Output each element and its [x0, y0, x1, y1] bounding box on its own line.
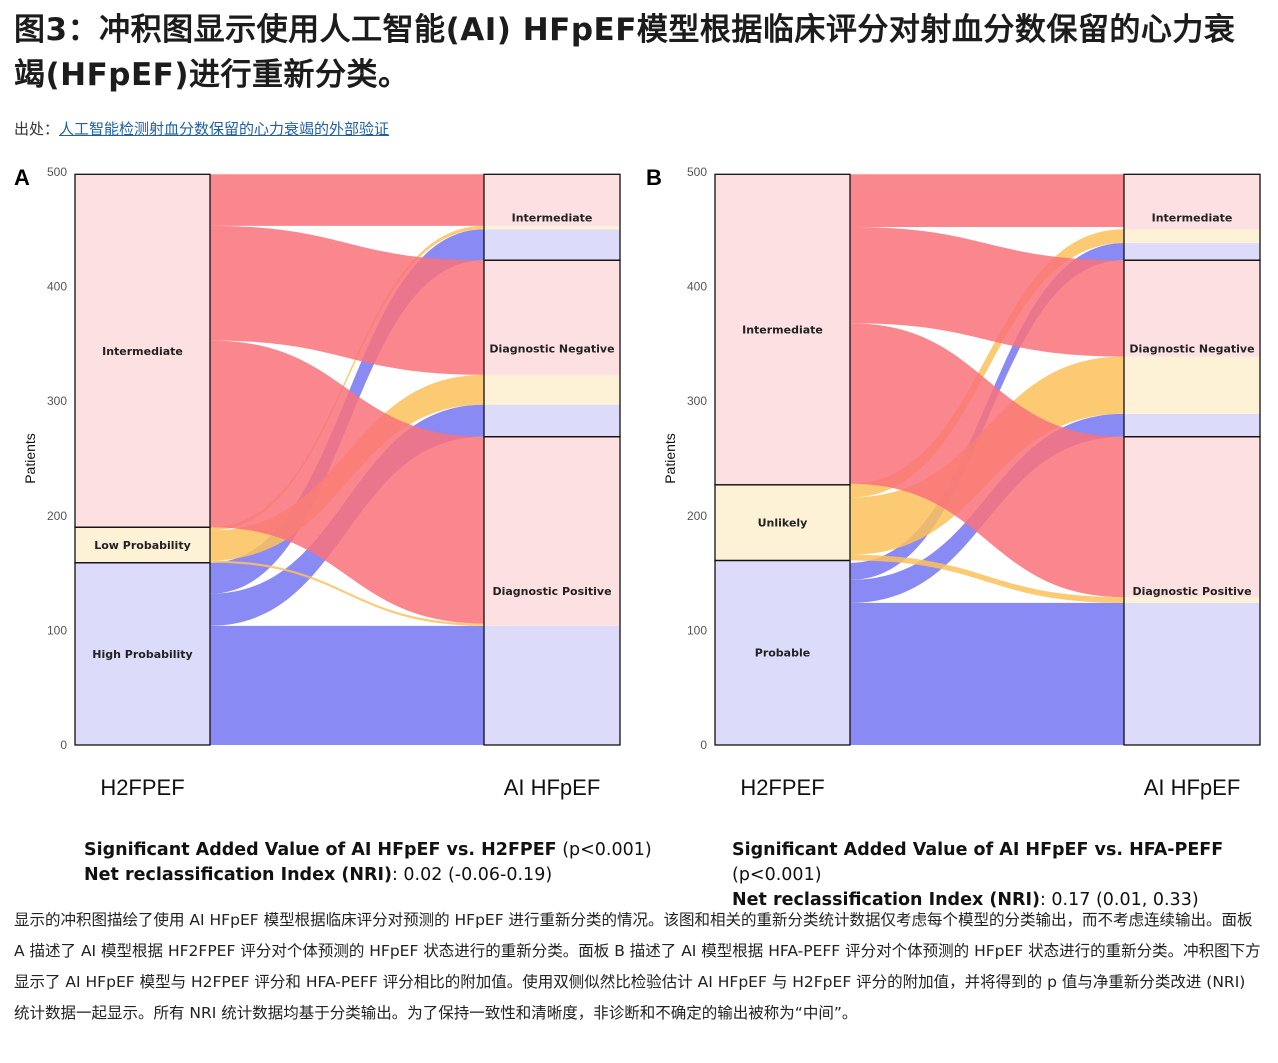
flow-intermediate-to-intermediate	[210, 174, 484, 226]
y-axis-label: Patients	[22, 433, 38, 484]
right-stratum-label: Diagnostic Negative	[489, 342, 614, 355]
right-stratum-label: Intermediate	[512, 211, 593, 224]
panel-b-nri: Net reclassification Index (NRI): 0.17 (…	[732, 890, 1199, 910]
left-stratum-label: Probable	[755, 647, 810, 660]
right-stratum-segment	[1124, 174, 1260, 230]
right-stratum-segment	[484, 436, 620, 626]
left-stratum-label: Low Probability	[94, 539, 191, 552]
right-stratum-segment	[1124, 413, 1260, 437]
right-stratum-segment	[1124, 436, 1260, 598]
flow-high-probability-to-diagnostic-positive	[210, 625, 484, 745]
flow-intermediate-to-diagnostic-negative	[210, 225, 484, 375]
left-stratum-fill-intermediate	[75, 174, 210, 528]
y-tick-label: 500	[687, 165, 707, 179]
figure-title: 图3：冲积图显示使用人工智能(AI) HFpEF模型根据临床评分对射血分数保留的…	[14, 12, 1236, 93]
right-stratum-intermediate	[483, 173, 621, 261]
x-axis-label-right: AI HFpEF	[504, 775, 601, 800]
right-stratum-segment	[1124, 597, 1260, 603]
flow-probable-to-diagnostic-positive	[850, 602, 1124, 745]
figure-caption: 显示的冲积图描绘了使用 AI HFpEF 模型根据临床评分对预测的 HFpEF …	[14, 911, 1261, 1022]
alluvial-chart-b: 0 100 200 300 400 500 Patients Probable Unlikely…	[662, 165, 1261, 800]
y-tick-label: 100	[47, 623, 67, 637]
left-stratum-intermediate	[714, 173, 851, 486]
left-stratum-label: Intermediate	[102, 345, 183, 358]
x-axis-label-left: H2FPEF	[100, 775, 184, 800]
y-tick-label: 400	[687, 280, 707, 294]
right-stratum-segment	[484, 225, 620, 230]
right-stratum-segment	[1124, 356, 1260, 414]
flow-intermediate-to-diagnostic-negative	[850, 227, 1124, 357]
right-stratum-label: Diagnostic Positive	[492, 585, 611, 598]
x-axis-label-right: AI HFpEF	[1144, 775, 1241, 800]
left-stratum-fill-low-probability	[75, 527, 210, 563]
left-stratum-fill-probable	[715, 560, 850, 745]
panel-a-added-value: Significant Added Value of AI HFpEF vs. …	[84, 840, 652, 860]
right-stratum-segment	[1124, 243, 1260, 261]
flow-unlikely-to-diagnostic-positive	[850, 554, 1124, 603]
flow-intermediate-to-intermediate	[850, 174, 1124, 228]
right-stratum-segment	[1124, 229, 1260, 244]
flow-low-probability-to-diagnostic-positive	[210, 560, 484, 626]
x-axis-label-left: H2FPEF	[740, 775, 824, 800]
left-stratum-fill-intermediate	[715, 174, 850, 485]
right-stratum-segment	[484, 374, 620, 405]
right-stratum-segment	[1124, 260, 1260, 357]
panel-b-letter: B	[646, 165, 662, 190]
right-stratum-label: Diagnostic Positive	[1132, 585, 1251, 598]
y-tick-label: 400	[47, 280, 67, 294]
flow-unlikely-to-intermediate	[850, 229, 1124, 498]
right-stratum-label: Intermediate	[1152, 211, 1233, 224]
left-stratum-label: Unlikely	[758, 517, 808, 530]
right-stratum-segment	[484, 229, 620, 261]
right-stratum-intermediate	[1123, 173, 1261, 261]
y-tick-label: 300	[687, 394, 707, 408]
panel-a-letter: A	[14, 165, 30, 190]
left-stratum-label: Intermediate	[742, 324, 823, 337]
panel-b-stats: Significant Added Value of AI HFpEF vs. …	[732, 838, 1278, 913]
left-stratum-intermediate	[74, 173, 211, 528]
y-tick-label: 200	[47, 509, 67, 523]
right-stratum-label: Diagnostic Negative	[1129, 342, 1254, 355]
left-stratum-fill-unlikely	[715, 484, 850, 561]
y-tick-label: 100	[687, 623, 707, 637]
flow-intermediate-to-diagnostic-positive	[210, 340, 484, 624]
left-stratum-fill-high-probability	[75, 562, 210, 745]
y-tick-label: 300	[47, 394, 67, 408]
y-tick-label: 0	[60, 738, 67, 752]
flow-low-probability-to-intermediate	[210, 225, 484, 531]
flow-intermediate-to-diagnostic-positive	[850, 323, 1124, 598]
source-link[interactable]: 人工智能检测射血分数保留的心力衰竭的外部验证	[59, 120, 390, 138]
panel-a-stats: Significant Added Value of AI HFpEF vs. …	[84, 838, 652, 888]
y-tick-label: 200	[687, 509, 707, 523]
left-stratum-label: High Probability	[92, 648, 192, 661]
source-prefix: 出处：	[14, 120, 60, 138]
right-stratum-segment	[1124, 602, 1260, 745]
y-tick-label: 0	[700, 738, 707, 752]
right-stratum-segment	[484, 174, 620, 226]
y-axis-label: Patients	[662, 433, 678, 484]
panel-a-nri: Net reclassification Index (NRI): 0.02 (…	[84, 865, 553, 885]
y-tick-label: 500	[47, 165, 67, 179]
alluvial-chart-a: 0 100 200 300 400 500 Patients High Probability…	[22, 165, 621, 800]
right-stratum-segment	[484, 260, 620, 375]
source-line: 出处：人工智能检测射血分数保留的心力衰竭的外部验证	[14, 118, 389, 139]
right-stratum-segment	[484, 625, 620, 745]
panel-b-added-value: Significant Added Value of AI HFpEF vs. …	[732, 840, 1224, 885]
right-stratum-segment	[484, 404, 620, 437]
